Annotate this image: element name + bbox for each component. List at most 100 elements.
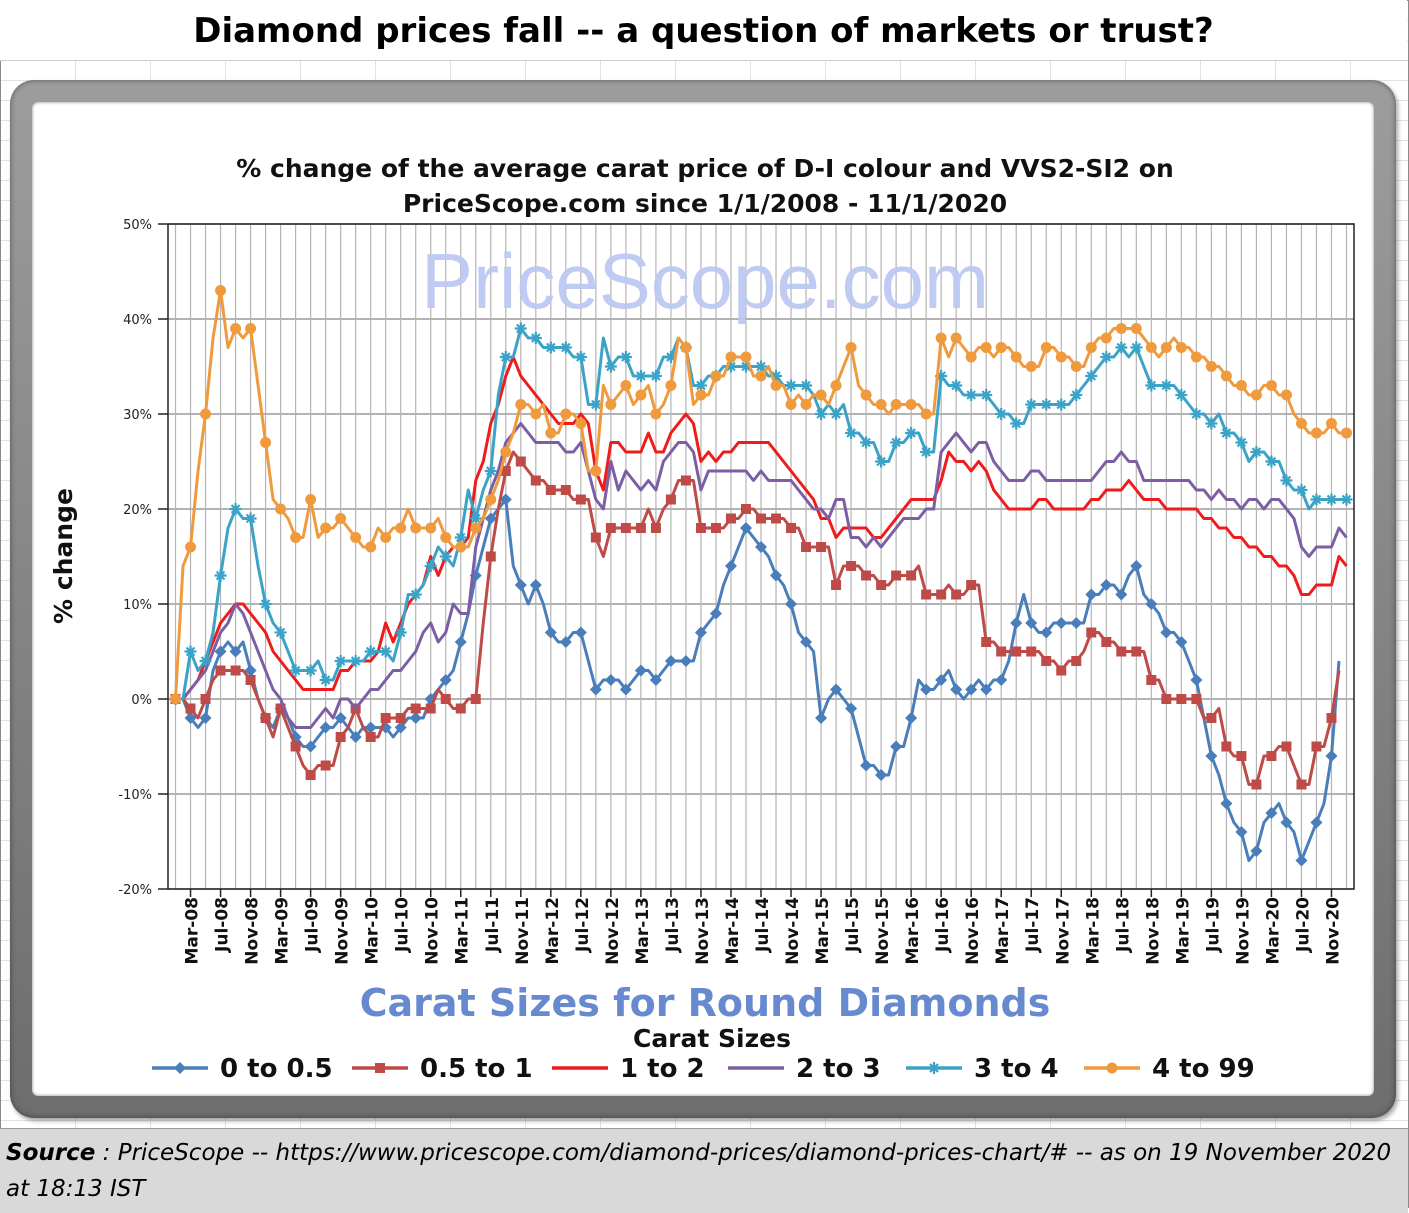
data-point [529, 332, 542, 344]
data-point [1041, 656, 1052, 666]
data-point [1190, 351, 1202, 363]
data-point [290, 741, 301, 752]
data-point [1340, 427, 1352, 439]
data-point [470, 522, 482, 534]
data-point [1191, 694, 1202, 704]
data-point [274, 626, 287, 639]
data-point [1175, 636, 1188, 648]
data-point [1145, 379, 1158, 392]
data-point [1295, 854, 1308, 867]
x-tick-label: Jul-10 [393, 897, 413, 953]
data-point [395, 522, 407, 534]
x-tick-label: Mar-20 [1263, 897, 1283, 965]
data-point [575, 418, 587, 429]
legend-label: 1 to 2 [620, 1054, 705, 1084]
data-point [770, 380, 782, 391]
x-tick-label: Jul-20 [1293, 897, 1313, 953]
data-point [184, 645, 197, 658]
source-label: Source [6, 1140, 96, 1166]
data-point [1310, 493, 1323, 506]
data-point [846, 561, 857, 571]
data-point [996, 646, 1007, 657]
x-tick-label: Mar-08 [183, 897, 203, 965]
data-point [350, 532, 362, 543]
data-point [995, 342, 1007, 353]
data-point [1205, 750, 1218, 762]
data-point [1206, 713, 1217, 723]
data-point [1296, 779, 1307, 790]
data-point [485, 494, 497, 505]
data-point [1010, 417, 1023, 430]
data-point [184, 712, 197, 724]
plot-area [167, 223, 1355, 890]
data-point [349, 731, 362, 743]
data-point [1086, 627, 1097, 638]
data-point [1265, 455, 1278, 468]
data-point [650, 523, 661, 533]
data-point [845, 342, 857, 353]
data-point [1175, 342, 1187, 353]
x-tick-label: Jul-16 [933, 897, 953, 953]
x-tick-label: Mar-17 [993, 897, 1013, 965]
data-point [305, 494, 317, 505]
x-tick-label: Jul-17 [1023, 897, 1043, 953]
y-tick-label: 0% [131, 693, 152, 708]
data-point [1085, 370, 1098, 382]
data-point [470, 694, 481, 704]
data-point [245, 675, 256, 685]
legend-entry: 0.5 to 1 [352, 1054, 533, 1084]
data-point [980, 683, 993, 696]
data-point [530, 408, 542, 420]
data-point [185, 703, 196, 714]
data-point [484, 465, 497, 477]
data-point [1056, 665, 1067, 676]
data-point [665, 380, 677, 391]
data-point [409, 588, 422, 601]
data-point [981, 637, 992, 647]
data-point [590, 465, 602, 477]
legend-entry: 0 to 0.5 [152, 1054, 333, 1084]
data-point [170, 693, 182, 705]
data-point [364, 645, 377, 658]
data-point [845, 702, 858, 715]
data-point [755, 541, 767, 553]
data-point [816, 542, 827, 552]
data-point [425, 703, 436, 714]
data-point [229, 645, 242, 658]
data-point [380, 713, 391, 723]
data-point [679, 655, 692, 667]
data-point [335, 513, 347, 524]
data-point [320, 760, 331, 771]
x-tick-label: Jul-15 [843, 897, 863, 953]
data-point [890, 740, 903, 753]
data-point [891, 570, 902, 581]
data-point [469, 512, 482, 525]
data-point [1190, 408, 1203, 420]
data-point [364, 721, 377, 734]
data-point [1310, 816, 1323, 829]
y-tick-label: 20% [123, 503, 152, 518]
data-point [335, 732, 346, 742]
x-tick-label: Mar-10 [363, 897, 383, 965]
series-0-to-0.5 [169, 493, 1341, 867]
data-point [724, 560, 737, 572]
data-point [604, 360, 617, 373]
data-point [215, 285, 227, 296]
data-point [485, 551, 496, 562]
data-point [1340, 493, 1353, 506]
data-point [1070, 361, 1082, 372]
x-tick-label: Nov-13 [693, 897, 713, 965]
data-point [1055, 617, 1068, 629]
data-point [694, 379, 707, 392]
data-point [1070, 389, 1083, 401]
series-4-to-99 [170, 285, 1352, 705]
data-point [410, 703, 421, 714]
data-point [1250, 845, 1263, 857]
data-point [665, 494, 676, 505]
data-point [230, 323, 242, 334]
data-point [890, 436, 903, 449]
data-point [1025, 398, 1038, 411]
data-point [380, 532, 392, 543]
data-point [771, 513, 782, 524]
data-point [1100, 351, 1113, 363]
